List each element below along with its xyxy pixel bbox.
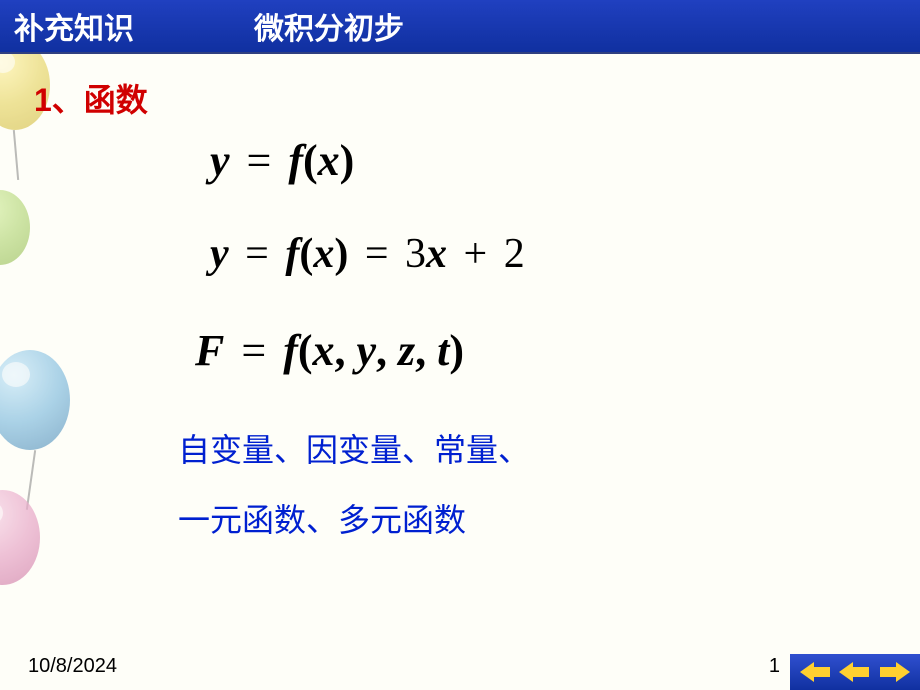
section-heading: 1、函数 (34, 75, 148, 121)
comma: , (376, 326, 387, 375)
nav-bar (790, 654, 920, 690)
equals: = (241, 136, 278, 185)
func-f: f (283, 326, 298, 375)
paren-open: ( (298, 326, 313, 375)
equation-1: y = f(x) (210, 135, 354, 186)
paren-close: ) (449, 326, 464, 375)
balloon-decoration (0, 190, 30, 265)
terms-line-1: 自变量、因变量、常量、 (178, 425, 530, 471)
equals: = (239, 231, 275, 277)
const-2: 2 (504, 231, 525, 277)
prev-arrow-icon[interactable] (800, 660, 832, 684)
slide-number: 1 (769, 655, 780, 678)
paren-close: ) (334, 231, 348, 277)
var-z: z (398, 326, 415, 375)
var-x: x (426, 231, 447, 277)
balloon-decoration (0, 350, 70, 450)
var-t: t (437, 326, 449, 375)
equation-3: F = f(x, y, z, t) (195, 325, 464, 376)
var-y: y (210, 231, 229, 277)
balloon-string (26, 450, 36, 510)
func-f: f (285, 231, 299, 277)
balloon-string (13, 130, 19, 180)
title-left: 补充知识 (14, 4, 134, 48)
var-x: x (313, 326, 335, 375)
func-f: f (288, 136, 303, 185)
prev-arrow-icon[interactable] (839, 660, 871, 684)
comma: , (335, 326, 346, 375)
equals: = (359, 231, 395, 277)
paren-open: ( (299, 231, 313, 277)
comma: , (415, 326, 426, 375)
terms-line-2: 一元函数、多元函数 (178, 495, 466, 541)
var-y: y (357, 326, 377, 375)
paren-open: ( (303, 136, 318, 185)
footer: 10/8/2024 1 (0, 650, 920, 690)
plus: + (458, 231, 494, 277)
var-y: y (210, 136, 230, 185)
var-x: x (318, 136, 340, 185)
title-bar: 补充知识 微积分初步 (0, 0, 920, 54)
var-x: x (313, 231, 334, 277)
coef-3: 3 (405, 231, 426, 277)
equation-2: y = f(x) = 3x + 2 (210, 230, 525, 278)
equals: = (235, 326, 272, 375)
title-right: 微积分初步 (254, 4, 404, 48)
var-F: F (195, 326, 224, 375)
paren-close: ) (340, 136, 355, 185)
slide-date: 10/8/2024 (28, 655, 117, 678)
balloon-decoration (0, 490, 40, 585)
next-arrow-icon[interactable] (878, 660, 910, 684)
